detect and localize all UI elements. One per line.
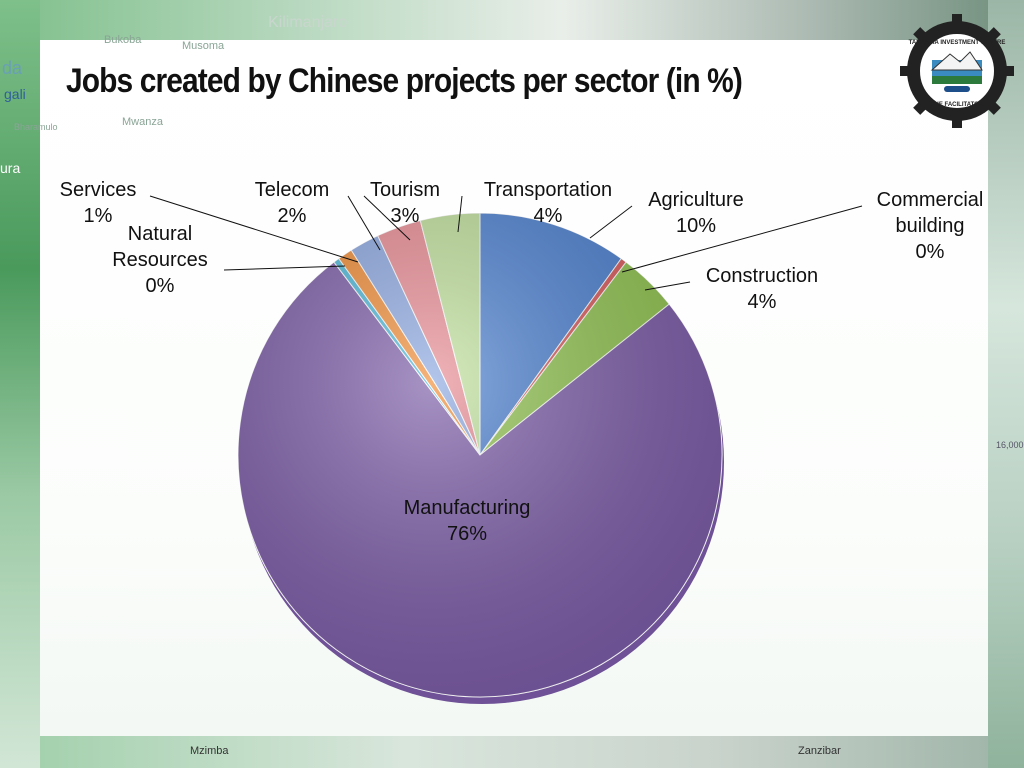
map-label: da xyxy=(2,58,23,78)
leader-line xyxy=(149,195,359,263)
map-label: Bharamulo xyxy=(14,122,58,132)
leader-line xyxy=(457,195,463,233)
leader-line xyxy=(589,205,633,239)
leader-line xyxy=(644,281,691,291)
slice-label: Agriculture 10% xyxy=(648,189,744,237)
slice-label: Telecom 2% xyxy=(255,179,329,227)
slide-title: Jobs created by Chinese projects per sec… xyxy=(66,62,743,100)
background-top-band xyxy=(0,0,1024,40)
leader-lines xyxy=(149,195,863,291)
slice-label: Construction 4% xyxy=(706,265,818,313)
slice-label: Services 1% xyxy=(60,179,137,227)
slice-label: Commercial building 0% xyxy=(877,189,984,263)
map-label: Zanzibar xyxy=(798,745,841,757)
slice-label: Tourism 3% xyxy=(370,179,440,227)
slice-label: Natural Resources 0% xyxy=(112,223,208,297)
background-left-strip xyxy=(0,0,40,768)
map-label: 16,000 xyxy=(996,440,1024,450)
slice-label: Manufacturing 76% xyxy=(404,497,531,545)
leader-line xyxy=(363,195,411,241)
background-right-strip xyxy=(988,0,1024,768)
slice-labels: Agriculture 10% Commercial building 0% Constr… xyxy=(60,179,984,545)
logo-top-text: TANZANIA INVESTMENT CENTRE xyxy=(909,40,1006,46)
map-label: gali xyxy=(4,86,26,102)
background-bottom-band xyxy=(0,736,1024,768)
map-label: ura xyxy=(0,160,21,176)
tanzania-investment-centre-logo: TANZANIA INVESTMENT CENTRE THE FACILITAT… xyxy=(900,14,1014,128)
logo-bottom-text: THE FACILITATOR xyxy=(931,102,984,108)
map-label: Musoma xyxy=(182,40,225,52)
map-label: Mzimba xyxy=(190,745,229,757)
pie-slices xyxy=(237,212,723,698)
map-label: Kilimanjaro xyxy=(268,14,348,31)
mountain-icon xyxy=(930,51,983,84)
slice-label: Transportation 4% xyxy=(484,179,612,227)
handshake-icon xyxy=(944,86,970,92)
map-label: Mwanza xyxy=(122,116,163,128)
leader-line xyxy=(621,205,863,273)
leader-line xyxy=(347,195,381,251)
leader-line xyxy=(223,265,346,271)
map-label: Bukoba xyxy=(104,34,142,46)
